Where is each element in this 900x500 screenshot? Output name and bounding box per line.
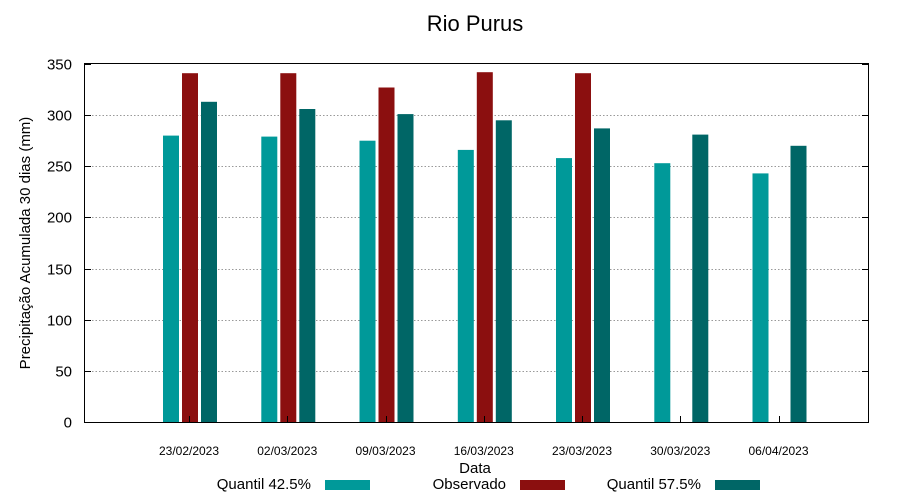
bar-q575	[692, 134, 709, 422]
plot-frame	[84, 63, 869, 423]
bar-observado	[476, 72, 493, 422]
x-axis-label: Data	[459, 460, 491, 477]
bar-q425	[261, 136, 278, 422]
x-tick-label: 09/03/2023	[355, 444, 415, 458]
x-tick-label: 16/03/2023	[454, 444, 514, 458]
x-tick-label: 30/03/2023	[650, 444, 710, 458]
legend-label: Quantil 42.5%	[217, 476, 311, 493]
y-axis-ticks: 0 50 100 150 200 250 300 350	[47, 57, 868, 432]
y-tick-label: 50	[55, 364, 72, 381]
x-tick-label: 02/03/2023	[257, 444, 317, 458]
bar-observado	[280, 73, 297, 422]
bar-q575	[495, 120, 512, 423]
bar-observado	[575, 73, 591, 422]
y-tick-label: 150	[47, 262, 72, 279]
legend-swatch	[325, 480, 370, 490]
bar-q425	[752, 173, 769, 422]
y-tick-label: 200	[47, 210, 72, 227]
bar-q425	[359, 140, 376, 422]
legend-label: Observado	[433, 476, 506, 493]
bar-q425	[654, 163, 671, 422]
bar-q575	[790, 145, 807, 423]
bar-observado	[378, 87, 395, 422]
bar-q575	[201, 101, 217, 423]
x-tick-label: 06/04/2023	[748, 444, 808, 458]
x-tick-label: 23/02/2023	[159, 444, 219, 458]
legend-swatch	[520, 480, 565, 490]
bar-q425	[457, 149, 474, 422]
bar-q575	[299, 109, 316, 422]
x-tick-label: 23/03/2023	[552, 444, 612, 458]
chart-title: Rio Purus	[427, 11, 524, 36]
y-axis-label: Precipitação Acumulada 30 dias (mm)	[17, 117, 34, 370]
bars	[163, 72, 807, 423]
legend-swatch	[715, 480, 760, 490]
bar-q425	[556, 158, 572, 422]
bar-observado	[182, 73, 198, 422]
y-tick-label: 0	[64, 415, 72, 432]
y-tick-label: 100	[47, 313, 72, 330]
bar-q575	[594, 128, 610, 422]
bar-q425	[163, 135, 179, 422]
y-tick-label: 250	[47, 159, 72, 176]
legend: Quantil 42.5% Observado Quantil 57.5%	[217, 476, 760, 493]
x-axis-ticks: 23/02/2023 02/03/2023 09/03/2023 16/03/2023…	[159, 416, 809, 458]
y-tick-label: 350	[47, 57, 72, 74]
legend-label: Quantil 57.5%	[607, 476, 701, 493]
bar-q575	[397, 114, 414, 422]
y-tick-label: 300	[47, 108, 72, 125]
